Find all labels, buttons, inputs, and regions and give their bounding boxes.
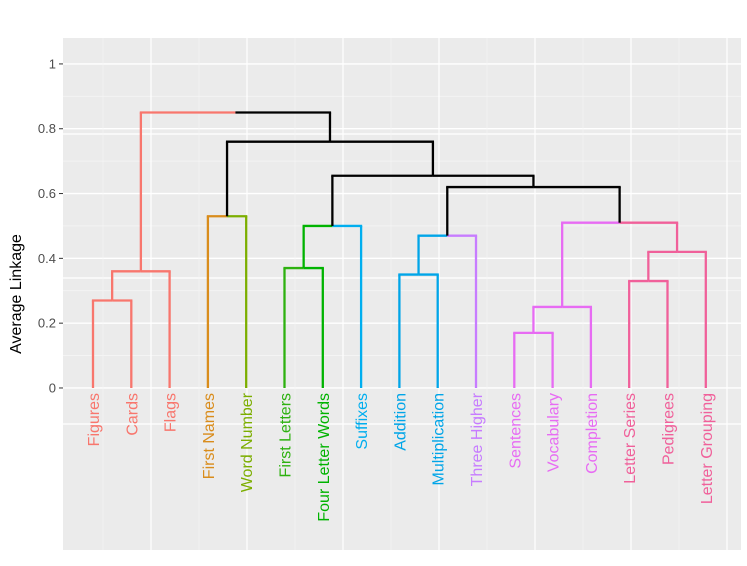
y-tick-label: 0.4 bbox=[38, 251, 56, 266]
leaf-label: Cards bbox=[124, 393, 141, 436]
y-tick-label: 0.8 bbox=[38, 121, 56, 136]
y-tick-label: 1 bbox=[49, 56, 56, 71]
leaf-label: Figures bbox=[86, 393, 103, 446]
y-tick-label: 0.2 bbox=[38, 316, 56, 331]
leaf-label: Four Letter Words bbox=[316, 393, 333, 522]
leaf-label: First Names bbox=[201, 393, 218, 479]
y-axis-title: Average Linkage bbox=[8, 234, 25, 354]
leaf-label: Flags bbox=[163, 393, 180, 432]
leaf-label: Word Number bbox=[239, 392, 256, 492]
leaf-label: Addition bbox=[392, 393, 409, 451]
y-tick-label: 0.6 bbox=[38, 186, 56, 201]
y-axis-ticks: 0 0.2 0.4 0.6 0.8 1 bbox=[38, 56, 63, 395]
y-tick-label: 0 bbox=[49, 380, 56, 395]
leaf-label: Letter Series bbox=[622, 393, 639, 484]
leaf-label: Pedigrees bbox=[661, 393, 678, 465]
leaf-label: Three Higher bbox=[469, 392, 486, 486]
leaf-label: Sentences bbox=[507, 393, 524, 469]
panel-background bbox=[63, 38, 741, 550]
leaf-label: Letter Grouping bbox=[699, 393, 716, 504]
dendrogram-branches bbox=[91, 111, 707, 388]
leaf-label: Completion bbox=[584, 393, 601, 474]
leaf-label: Suffixes bbox=[354, 393, 371, 450]
leaf-label: Vocabulary bbox=[546, 393, 563, 472]
leaf-labels: Figures Cards Flags First Names Word Number F… bbox=[86, 392, 716, 521]
leaf-label: First Letters bbox=[278, 393, 295, 477]
leaf-label: Multiplication bbox=[431, 393, 448, 485]
